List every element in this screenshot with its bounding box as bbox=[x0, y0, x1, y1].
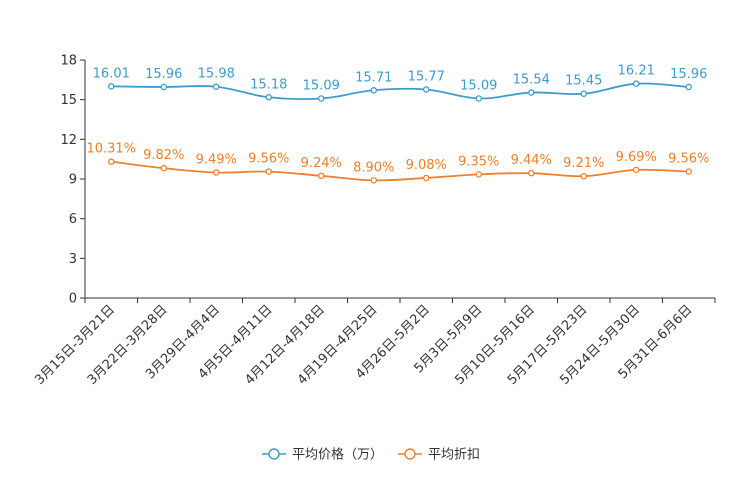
data-point bbox=[528, 89, 535, 96]
data-point bbox=[265, 94, 272, 101]
data-point bbox=[422, 86, 430, 93]
data-label: 15.54 bbox=[513, 73, 550, 88]
data-label: 15.96 bbox=[670, 67, 707, 82]
y-tick-label: 9 bbox=[69, 173, 77, 188]
data-point bbox=[317, 172, 325, 180]
legend-label: 平均价格（万） bbox=[292, 447, 383, 463]
data-point bbox=[317, 95, 325, 102]
y-tick-label: 6 bbox=[69, 212, 77, 227]
y-tick-label: 15 bbox=[60, 93, 77, 108]
y-tick-label: 12 bbox=[60, 133, 77, 148]
data-point bbox=[580, 172, 588, 180]
data-label: 9.56% bbox=[668, 152, 709, 167]
series-line-2 bbox=[111, 160, 689, 182]
data-point bbox=[108, 83, 115, 90]
data-point bbox=[685, 168, 693, 175]
data-label: 16.21 bbox=[618, 64, 655, 79]
y-tick-label: 3 bbox=[69, 252, 77, 267]
series-line-1 bbox=[111, 82, 689, 101]
data-point bbox=[475, 171, 482, 178]
data-label: 15.18 bbox=[250, 77, 287, 92]
data-point bbox=[475, 95, 482, 102]
data-label: 15.96 bbox=[145, 67, 182, 82]
legend-label: 平均折扣 bbox=[428, 448, 480, 463]
data-label: 9.56% bbox=[248, 152, 289, 167]
data-label: 10.31% bbox=[86, 142, 136, 157]
data-label: 9.82% bbox=[143, 148, 184, 163]
data-point bbox=[108, 158, 115, 165]
data-point bbox=[633, 80, 640, 87]
data-point bbox=[265, 168, 272, 175]
data-label: 9.35% bbox=[458, 154, 499, 169]
y-tick-label: 0 bbox=[69, 292, 77, 307]
data-point bbox=[212, 83, 220, 90]
data-point bbox=[370, 87, 377, 94]
data-label: 9.44% bbox=[511, 153, 552, 168]
data-point bbox=[160, 164, 167, 172]
data-point bbox=[580, 90, 588, 97]
legend-item-2: 平均折扣 bbox=[398, 448, 480, 463]
data-point bbox=[160, 83, 167, 91]
data-point bbox=[370, 177, 377, 184]
legend-marker-icon bbox=[268, 448, 280, 460]
data-point bbox=[685, 83, 693, 91]
data-label: 15.45 bbox=[565, 74, 602, 89]
y-tick-label: 18 bbox=[60, 54, 77, 69]
data-label: 9.08% bbox=[406, 158, 447, 173]
data-label: 9.21% bbox=[563, 156, 604, 171]
data-label: 16.01 bbox=[93, 66, 130, 81]
data-label: 8.90% bbox=[353, 160, 394, 175]
data-label: 9.69% bbox=[616, 150, 657, 165]
data-label: 15.77 bbox=[408, 69, 445, 84]
data-label: 15.98 bbox=[198, 67, 235, 82]
data-point bbox=[422, 174, 430, 182]
data-label: 9.49% bbox=[196, 153, 237, 168]
legend-item-1: 平均价格（万） bbox=[262, 447, 383, 463]
data-label: 15.09 bbox=[460, 78, 497, 93]
data-label: 15.09 bbox=[303, 78, 340, 93]
legend-marker-icon bbox=[404, 448, 416, 460]
data-label: 15.71 bbox=[355, 70, 392, 85]
data-point bbox=[212, 169, 220, 176]
data-label: 9.24% bbox=[301, 156, 342, 171]
data-point bbox=[528, 169, 535, 177]
data-point bbox=[633, 166, 640, 174]
